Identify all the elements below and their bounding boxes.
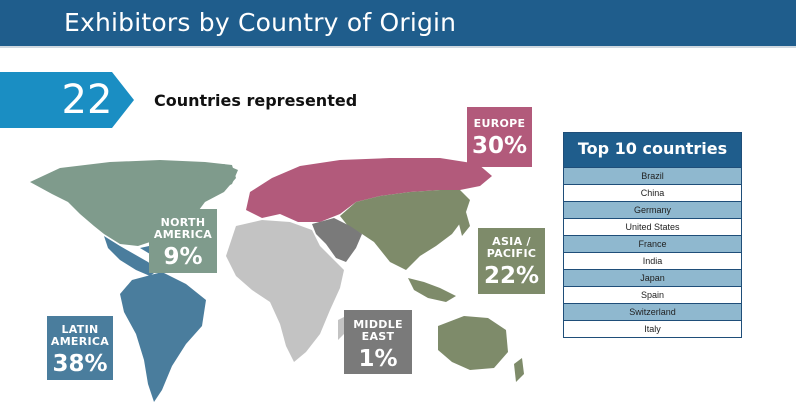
region-north-america-name-line1: NORTH xyxy=(160,216,206,229)
map-europe xyxy=(246,158,492,222)
map-middle-east xyxy=(312,218,362,262)
region-latin-america-name-line1: LATIN xyxy=(61,323,99,336)
region-asia-pacific-percent: 22% xyxy=(483,263,540,289)
map-latin-america xyxy=(104,236,158,276)
table-row: Germany xyxy=(564,201,741,218)
table-row: United States xyxy=(564,218,741,235)
table-row: China xyxy=(564,184,741,201)
region-north-america-name-line2: AMERICA xyxy=(153,228,213,241)
map-japan xyxy=(458,212,470,236)
page-title: Exhibitors by Country of Origin xyxy=(64,8,457,37)
table-row: Italy xyxy=(564,320,741,337)
table-row: Japan xyxy=(564,269,741,286)
region-middle-east-name-line2: EAST xyxy=(361,330,395,343)
region-latin-america-percent: 38% xyxy=(52,351,108,377)
countries-label: Countries represented xyxy=(154,91,358,110)
table-row: Spain xyxy=(564,286,741,303)
region-europe-percent: 30% xyxy=(471,133,528,159)
map-new-zealand xyxy=(514,358,524,382)
region-north-america: NORTH AMERICA 9% xyxy=(149,209,217,273)
map-africa xyxy=(226,220,344,362)
region-asia-pacific: ASIA / PACIFIC 22% xyxy=(478,228,545,294)
region-middle-east: MIDDLE EAST 1% xyxy=(344,310,412,374)
map-australia xyxy=(438,316,508,370)
region-europe-name: EUROPE xyxy=(473,117,526,130)
region-asia-pacific-name-line2: PACIFIC xyxy=(486,247,537,260)
region-middle-east-name-line1: MIDDLE xyxy=(353,318,403,331)
world-map xyxy=(30,158,524,402)
map-asia xyxy=(340,190,470,270)
region-europe: EUROPE 30% xyxy=(467,107,532,167)
region-latin-america-name-line2: AMERICA xyxy=(50,335,110,348)
region-north-america-percent: 9% xyxy=(163,244,203,270)
table-row: Brazil xyxy=(564,167,741,184)
region-middle-east-percent: 1% xyxy=(358,346,398,372)
region-asia-pacific-name-line1: ASIA / xyxy=(492,235,531,248)
count-banner xyxy=(0,72,134,128)
region-latin-america: LATIN AMERICA 38% xyxy=(47,316,113,380)
page-header: Exhibitors by Country of Origin xyxy=(0,0,796,48)
map-southeast-asia xyxy=(408,278,456,302)
map-south-america xyxy=(120,272,206,402)
top-countries-title: Top 10 countries xyxy=(564,133,741,167)
table-row: India xyxy=(564,252,741,269)
table-row: Switzerland xyxy=(564,303,741,320)
table-row: France xyxy=(564,235,741,252)
countries-count: 22 xyxy=(61,77,113,123)
top-countries-table: Top 10 countries Brazil China Germany Un… xyxy=(563,132,742,338)
map-greenland xyxy=(196,164,238,192)
